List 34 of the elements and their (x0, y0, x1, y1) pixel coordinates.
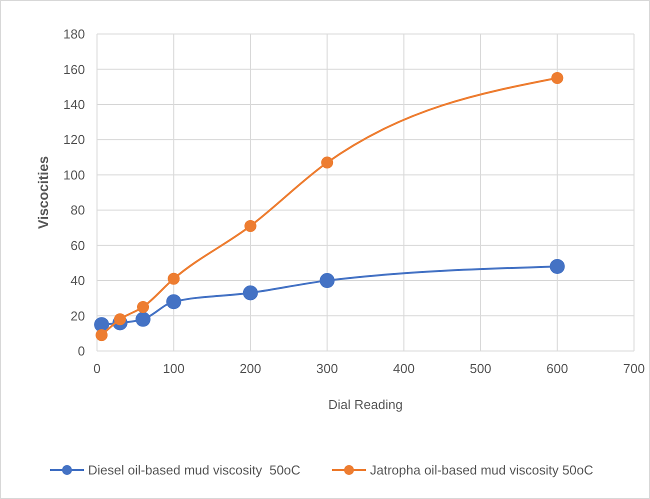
point (114, 313, 126, 326)
x-tick-label: 600 (546, 361, 568, 376)
legend-label: Jatropha oil-based mud viscosity 50oC (370, 462, 594, 478)
x-axis-title: Dial Reading (328, 397, 403, 412)
x-tick-label: 300 (316, 361, 338, 376)
point (168, 272, 180, 285)
y-tick-label: 140 (63, 96, 85, 112)
y-tick-label: 0 (78, 344, 85, 359)
x-tick-label: 500 (470, 361, 492, 376)
point (320, 273, 335, 288)
x-tick-label: 700 (623, 361, 645, 376)
point (321, 156, 334, 169)
legend-label: Diesel oil-based mud viscosity 50oC (88, 462, 300, 478)
point (551, 72, 564, 84)
y-tick-label: 80 (70, 202, 85, 218)
point (244, 220, 256, 232)
point (166, 294, 182, 310)
y-axis-title: Viscocities (35, 156, 51, 229)
x-tick-label: 200 (240, 361, 262, 376)
y-tick-label: 120 (63, 132, 85, 148)
y-tick-label: 100 (63, 167, 85, 182)
y-tick-label: 60 (70, 238, 85, 253)
y-tick-label: 160 (63, 62, 85, 77)
point (136, 312, 151, 327)
y-tick-label: 40 (70, 273, 85, 288)
x-tick-label: 400 (393, 361, 415, 376)
point (96, 329, 108, 342)
point (242, 285, 258, 300)
x-tick-label: 100 (162, 361, 185, 376)
y-tick-label: 180 (63, 26, 85, 42)
point (550, 258, 565, 274)
point (137, 300, 150, 313)
x-tick-label: 0 (93, 361, 101, 376)
y-tick-label: 20 (70, 308, 85, 324)
